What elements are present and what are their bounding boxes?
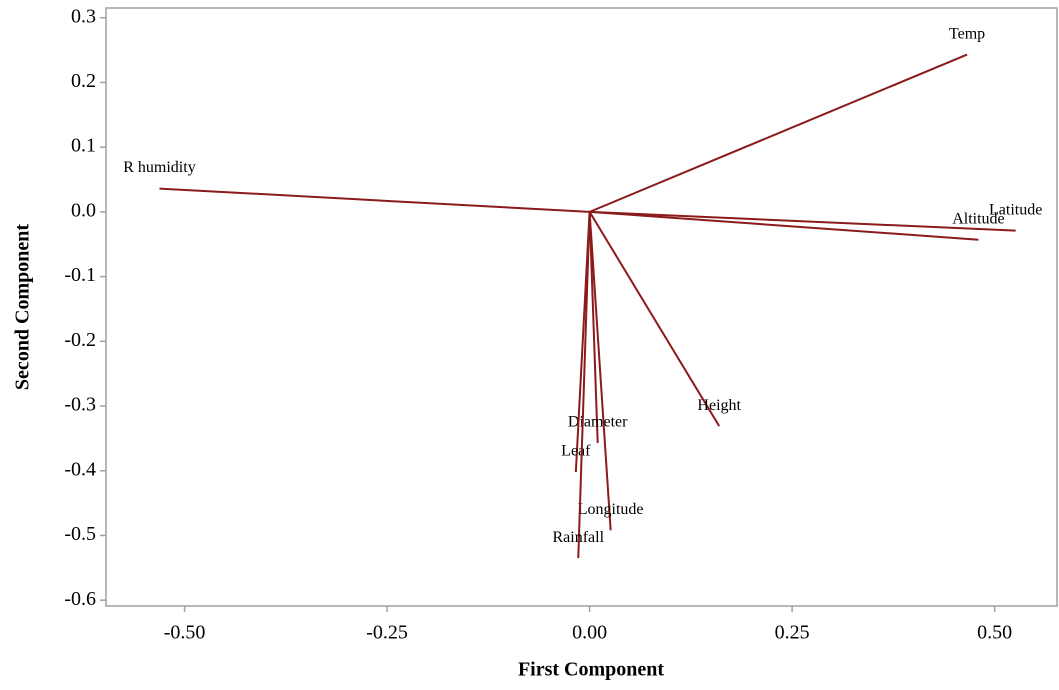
vector-label: Latitude xyxy=(989,201,1042,218)
x-tick-label: 0.50 xyxy=(977,622,1012,644)
y-tick-label: -0.3 xyxy=(64,394,96,416)
y-tick-label: -0.2 xyxy=(64,329,96,351)
vector-label: Temp xyxy=(949,25,985,42)
vector-label: Diameter xyxy=(568,414,628,431)
x-tick-label: 0.25 xyxy=(775,622,810,644)
y-tick-label: -0.5 xyxy=(64,523,96,545)
y-tick-label: -0.4 xyxy=(64,458,96,480)
y-tick-label: 0.0 xyxy=(71,199,96,221)
y-tick-label: 0.2 xyxy=(71,70,96,92)
y-tick-label: 0.3 xyxy=(71,5,96,27)
loading-vector xyxy=(589,210,1016,232)
y-axis-title: Second Component xyxy=(12,224,34,390)
y-tick-label: 0.1 xyxy=(71,135,96,157)
loading-vector xyxy=(589,210,979,241)
loading-vector xyxy=(589,53,968,213)
loading-vector xyxy=(588,211,612,531)
x-tick-label: -0.50 xyxy=(164,622,206,644)
loading-vector xyxy=(159,187,590,213)
vector-label: Longitude xyxy=(578,501,644,518)
x-tick-label: 0.00 xyxy=(572,622,607,644)
x-tick-label: -0.25 xyxy=(366,622,408,644)
y-tick-label: -0.6 xyxy=(64,588,96,610)
vector-label: Altitude xyxy=(952,210,1004,227)
vector-label: Leaf xyxy=(561,443,591,460)
loading-vector xyxy=(588,211,599,443)
loading-vector xyxy=(577,211,591,559)
vector-label: Height xyxy=(697,397,741,414)
x-axis-title: First Component xyxy=(518,659,664,681)
vector-label: Rainfall xyxy=(552,529,604,546)
vector-label: R humidity xyxy=(123,159,195,176)
loading-vector xyxy=(588,211,721,427)
plot-frame xyxy=(105,7,1058,607)
y-tick-label: -0.1 xyxy=(64,264,96,286)
